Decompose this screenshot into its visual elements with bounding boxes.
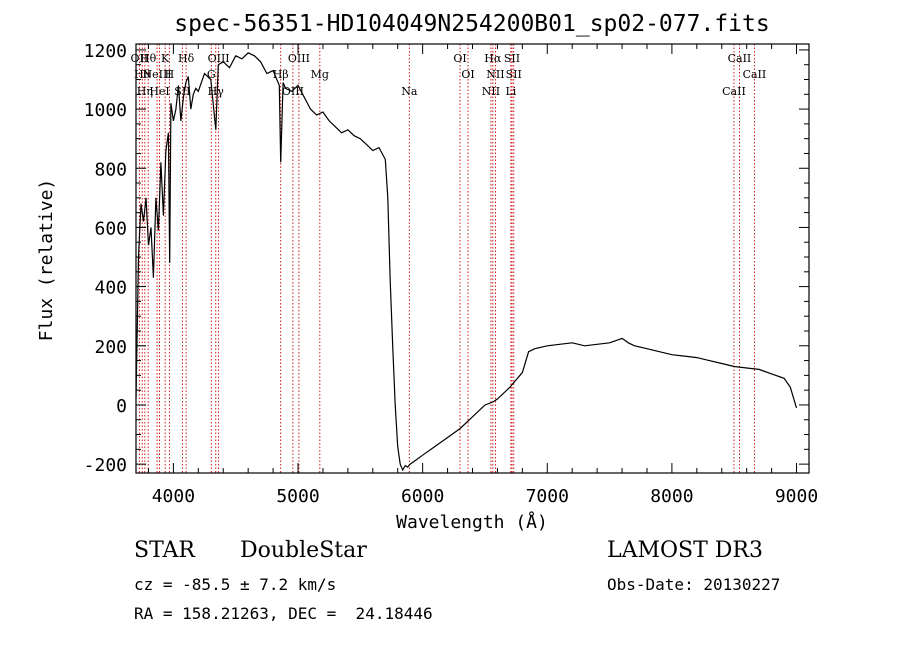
x-tick-label: 8000 [650, 486, 693, 507]
plot-frame [135, 43, 810, 474]
emission-line-label: OIII [208, 52, 230, 65]
emission-line-label: OI [453, 52, 466, 65]
y-tick-label: -200 [84, 455, 127, 476]
emission-line-label: NII [486, 68, 504, 81]
y-tick-label: 200 [94, 337, 127, 358]
survey-name: LAMOST DR3 [607, 538, 763, 563]
x-tick-label: 7000 [526, 486, 569, 507]
y-axis-label: Flux (relative) [36, 179, 57, 342]
y-tick-label: 1000 [84, 100, 127, 121]
y-axis-ticks: -200 0 200 400 600 800 1000 1200 [84, 41, 809, 476]
emission-line-label: OIII [282, 85, 304, 98]
emission-line-label: G [207, 68, 216, 81]
y-tick-label: 0 [116, 396, 127, 417]
emission-line-markers [138, 44, 755, 473]
emission-line-labels: OIIHθHηHθNeIIIHeIKHSIIHδGHγOIIIHβOIIIOII… [131, 52, 767, 98]
y-tick-label: 1200 [84, 41, 127, 62]
x-tick-label: 4000 [152, 486, 195, 507]
emission-line-label: HeI [149, 85, 169, 98]
x-tick-label: 9000 [775, 486, 818, 507]
emission-line-label: CaII [743, 68, 767, 81]
x-axis-label: Wavelength (Å) [396, 511, 548, 533]
emission-line-label: Hθ [134, 68, 151, 81]
emission-line-label: H [165, 68, 175, 81]
emission-line-label: NeIII [142, 68, 171, 81]
emission-line-label: Hα [484, 52, 502, 65]
emission-line-label: CaII [722, 85, 746, 98]
emission-line-label: Mg [311, 68, 329, 81]
x-tick-label: 6000 [401, 486, 444, 507]
emission-line-label: Hδ [178, 52, 195, 65]
emission-line-label: OI [461, 68, 474, 81]
emission-line-label: CaII [728, 52, 752, 65]
emission-line-label: SII [506, 68, 522, 81]
y-tick-label: 400 [94, 278, 127, 299]
y-tick-label: 600 [94, 218, 127, 239]
emission-line-label: OII [131, 52, 149, 65]
emission-line-label: OIII [288, 52, 310, 65]
observation-date: Obs-Date: 20130227 [607, 575, 781, 594]
x-tick-label: 5000 [276, 486, 319, 507]
emission-line-label: Li [505, 85, 516, 98]
emission-line-label: NII [482, 85, 500, 98]
ra-dec-coordinates: RA = 158.21263, DEC = 24.18446 [134, 604, 433, 623]
emission-line-label: Hγ [208, 85, 225, 98]
emission-line-label: K [161, 52, 170, 65]
redshift-cz: cz = -85.5 ± 7.2 km/s [134, 575, 337, 594]
object-subclass: DoubleStar [240, 538, 367, 563]
y-tick-label: 800 [94, 159, 127, 180]
object-class: STAR [134, 538, 195, 563]
emission-line-label: Na [401, 85, 418, 98]
emission-line-label: Hθ [140, 52, 157, 65]
chart-title: spec-56351-HD104049N254200B01_sp02-077.f… [174, 11, 769, 37]
spectrum-series-line [135, 52, 798, 472]
emission-line-label: SII [504, 52, 520, 65]
x-axis-ticks: 4000 5000 6000 7000 8000 9000 [147, 44, 818, 507]
